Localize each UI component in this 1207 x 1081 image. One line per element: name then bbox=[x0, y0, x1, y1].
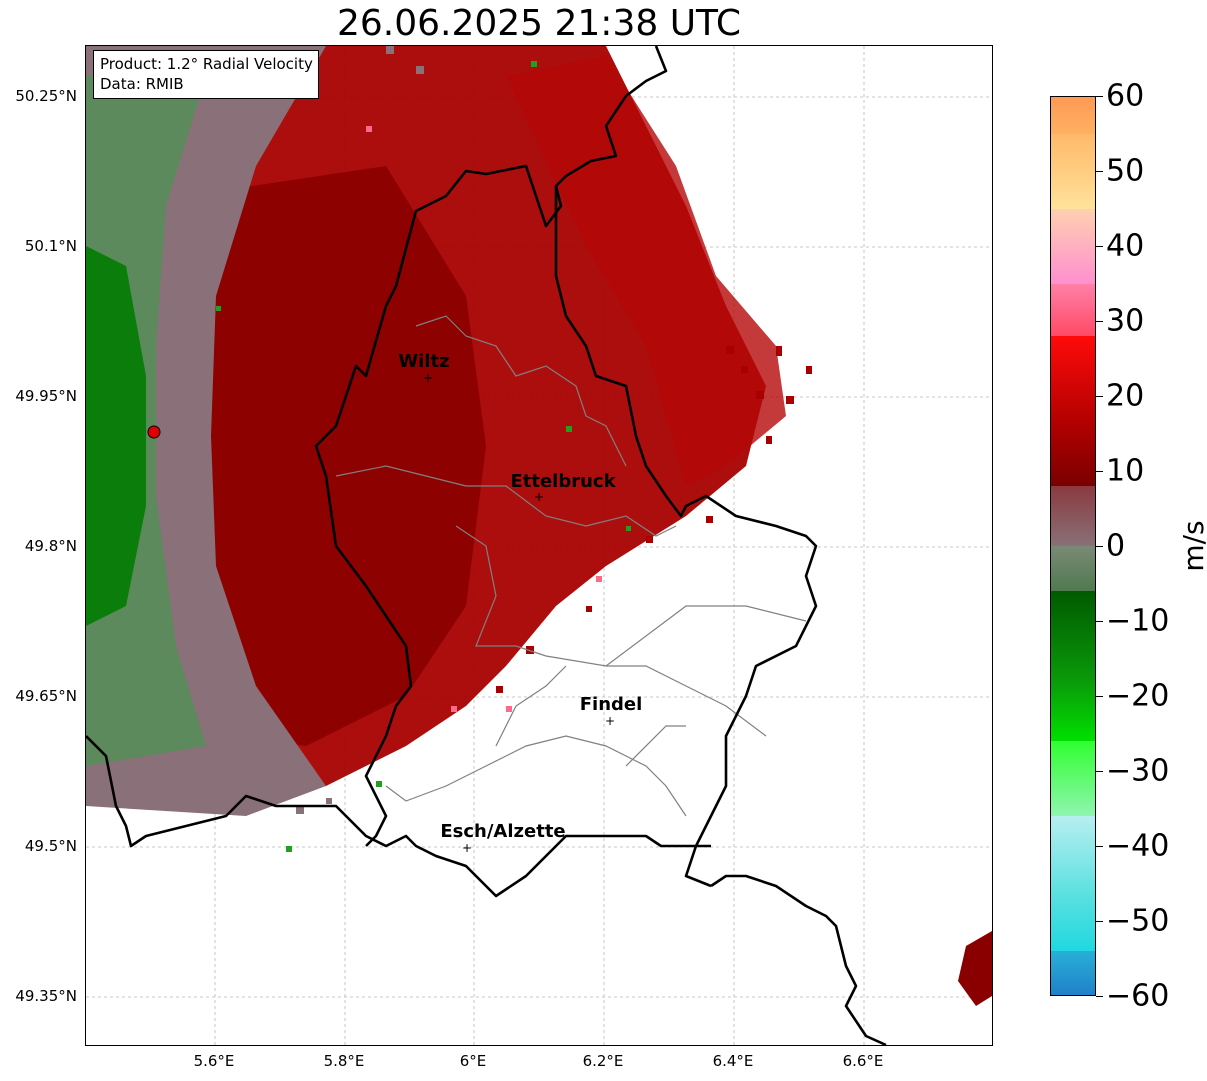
district-boundaries bbox=[335, 315, 807, 817]
lon-tick-label: 5.6°E bbox=[193, 1052, 235, 1070]
lat-tick-label: 49.8°N bbox=[24, 537, 77, 555]
city-label-ettelbruck: Ettelbruck bbox=[510, 471, 616, 492]
colorbar-tick-label: 20 bbox=[1106, 378, 1145, 414]
colorbar-tick-label: 10 bbox=[1106, 453, 1145, 489]
colorbar-tick-label: −50 bbox=[1106, 903, 1170, 939]
colorbar-tick-label: −30 bbox=[1106, 753, 1170, 789]
radar-map-panel bbox=[85, 45, 993, 1046]
radar-site-marker bbox=[147, 425, 161, 439]
city-marker-wiltz: + bbox=[422, 371, 434, 385]
country-borders bbox=[86, 46, 887, 1045]
lat-tick-label: 49.95°N bbox=[15, 387, 77, 405]
radar-echo-field bbox=[86, 46, 992, 1006]
lon-tick-label: 6.4°E bbox=[712, 1052, 754, 1070]
city-label-esch-alzette: Esch/Alzette bbox=[440, 821, 566, 842]
colorbar-tick-label: −10 bbox=[1106, 603, 1170, 639]
radar-map-svg bbox=[86, 46, 992, 1045]
lat-tick-label: 49.5°N bbox=[24, 837, 77, 855]
colorbar-tick-label: 30 bbox=[1106, 303, 1145, 339]
lat-tick-label: 49.35°N bbox=[15, 987, 77, 1005]
colorbar-tick-label: −60 bbox=[1106, 978, 1170, 1014]
colorbar-tick-label: 60 bbox=[1106, 78, 1145, 114]
lat-tick-label: 50.25°N bbox=[15, 87, 77, 105]
colorbar-tick-label: 50 bbox=[1106, 153, 1145, 189]
city-label-wiltz: Wiltz bbox=[398, 351, 450, 372]
map-title: 26.06.2025 21:38 UTC bbox=[336, 3, 742, 44]
lon-tick-label: 6.2°E bbox=[582, 1052, 624, 1070]
colorbar-tick-label: −40 bbox=[1106, 828, 1170, 864]
product-label: Product: 1.2° Radial Velocity bbox=[100, 55, 313, 73]
city-label-findel: Findel bbox=[579, 694, 643, 715]
lat-tick-label: 50.1°N bbox=[24, 237, 77, 255]
lon-tick-label: 5.8°E bbox=[323, 1052, 365, 1070]
lon-tick-label: 6°E bbox=[459, 1052, 487, 1070]
colorbar-tick-label: 0 bbox=[1106, 528, 1126, 564]
product-info-box: Product: 1.2° Radial Velocity Data: RMIB bbox=[93, 50, 319, 99]
colorbar-tick-label: 40 bbox=[1106, 228, 1145, 264]
lon-tick-label: 6.6°E bbox=[842, 1052, 884, 1070]
colorbar-unit-label: m/s bbox=[1177, 520, 1207, 572]
velocity-colorbar bbox=[1050, 96, 1096, 996]
city-marker-findel: + bbox=[604, 714, 616, 728]
city-marker-esch-alzette: + bbox=[461, 841, 473, 855]
data-source-label: Data: RMIB bbox=[100, 75, 184, 93]
lat-tick-label: 49.65°N bbox=[15, 687, 77, 705]
colorbar-tick-label: −20 bbox=[1106, 678, 1170, 714]
city-marker-ettelbruck: + bbox=[533, 490, 545, 504]
